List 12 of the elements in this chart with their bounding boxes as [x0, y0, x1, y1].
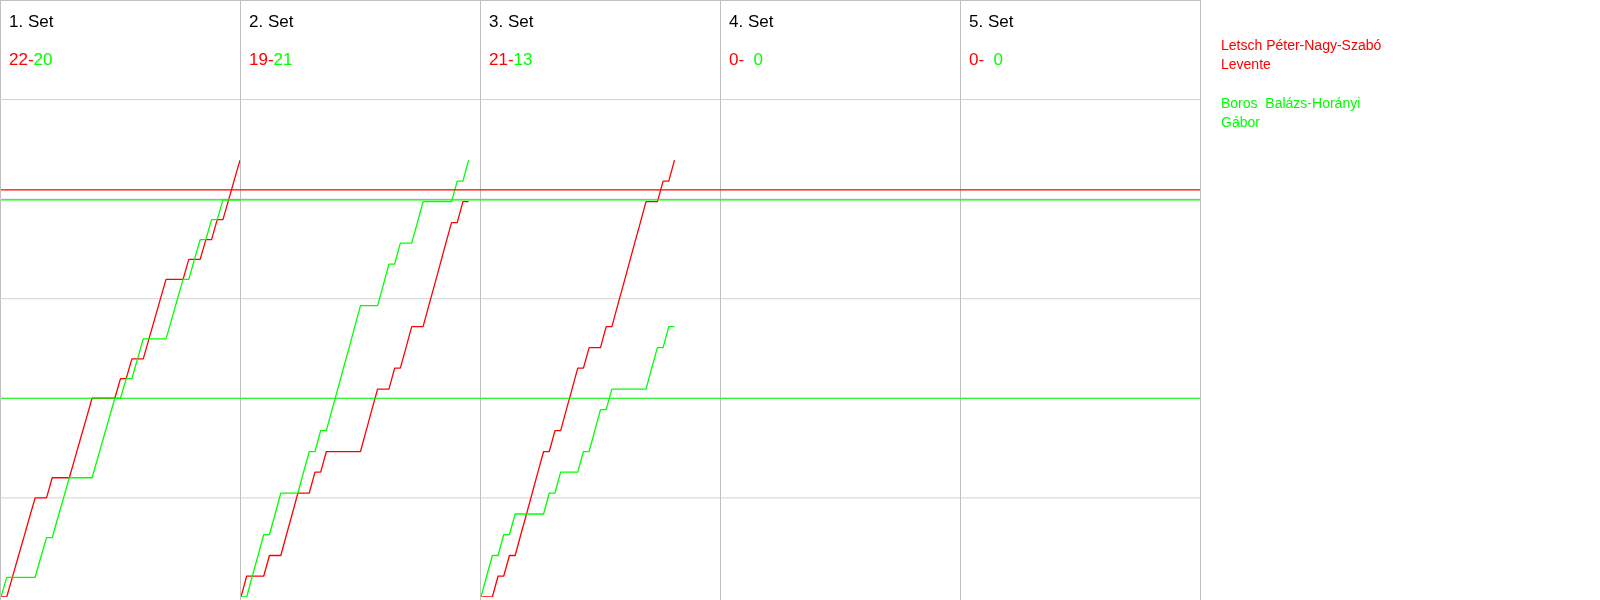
chart-title: 3. Set [489, 12, 534, 32]
text: Letsch Péter-Nagy-Szabó Levente [1221, 36, 1383, 74]
text: 4. Set [729, 12, 774, 32]
chart-subtitle: 19-21 [249, 50, 293, 69]
text: 0- 0 [729, 50, 764, 69]
text: 5. Set [969, 12, 1014, 32]
chart-title: 2. Set [249, 12, 294, 32]
text: 0- 0 [969, 50, 1004, 69]
chart-subtitle: 22-20 [9, 50, 53, 69]
chart-subtitle: 21-13 [489, 50, 533, 69]
chart-title: 1. Set [9, 12, 54, 32]
text: Boros Balázs-Horányi Gábor [1221, 94, 1362, 132]
